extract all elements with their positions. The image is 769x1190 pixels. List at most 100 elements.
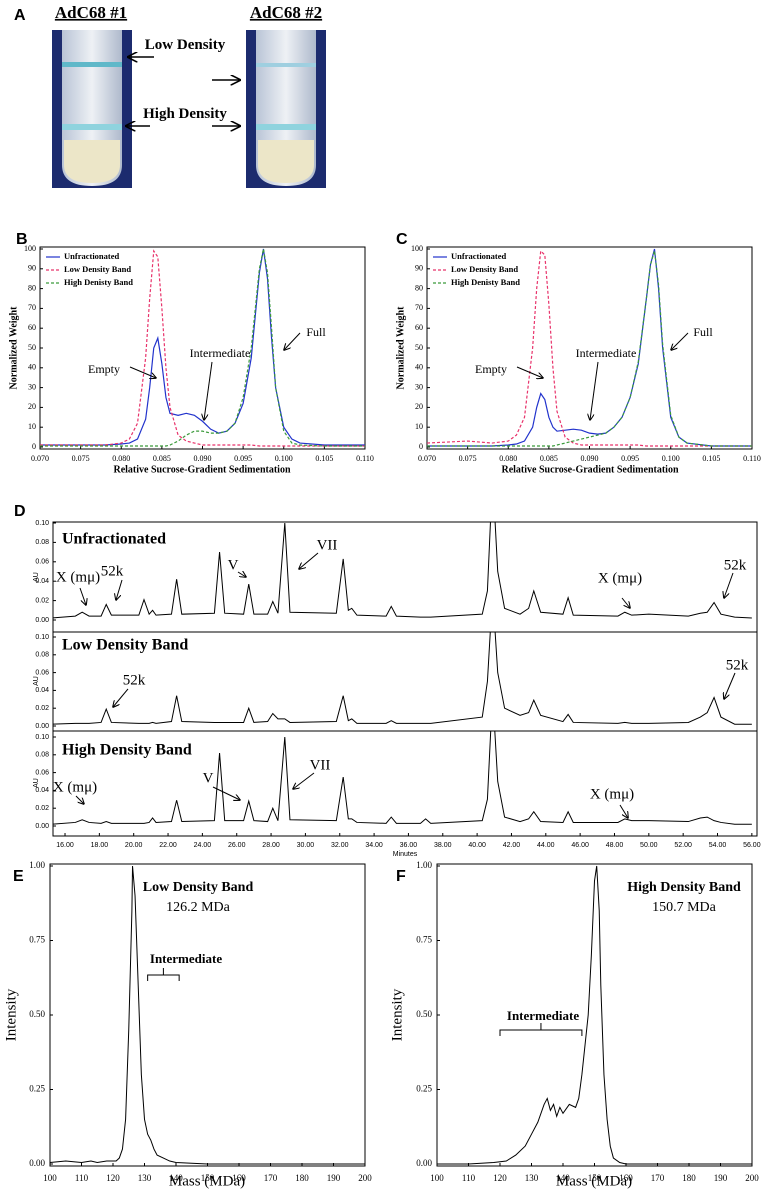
chart-title: High Density Band (62, 742, 192, 759)
y-axis-label: AU (33, 676, 40, 686)
band-label: High Density (143, 106, 227, 122)
annotation: Empty (475, 362, 507, 376)
y-tick-label: 10 (28, 422, 36, 431)
x-tick-label: 54.00 (709, 842, 727, 849)
y-tick-label: 100 (411, 244, 423, 253)
annotation: X (mμ) (56, 569, 100, 585)
y-tick-label: 0.50 (416, 1009, 432, 1019)
y-tick-label: 0.04 (35, 578, 49, 585)
x-tick-label: 100 (43, 1173, 57, 1183)
x-tick-label: 0.085 (153, 454, 171, 463)
legend-label: Low Density Band (451, 264, 518, 274)
x-tick-label: 46.00 (571, 842, 589, 849)
x-tick-label: 50.00 (640, 842, 658, 849)
x-tick-label: 22.00 (159, 842, 177, 849)
y-tick-label: 60 (415, 323, 423, 332)
data-line (40, 249, 365, 447)
annotation: Full (306, 325, 326, 339)
y-tick-label: 0.02 (35, 805, 49, 812)
y-axis-label: Intensity (389, 988, 405, 1041)
y-tick-label: 0.25 (416, 1084, 432, 1094)
y-tick-label: 0 (419, 442, 423, 451)
y-tick-label: 50 (28, 343, 36, 352)
y-tick-label: 0 (32, 442, 36, 451)
annotation: X (mμ) (53, 779, 97, 795)
x-tick-label: 0.070 (31, 454, 49, 463)
y-tick-label: 70 (415, 303, 423, 312)
annotation: Intermediate (576, 346, 637, 360)
x-tick-label: 42.00 (503, 842, 521, 849)
x-tick-label: 18.00 (91, 842, 109, 849)
x-tick-label: 0.095 (621, 454, 639, 463)
annotation: 52k (726, 657, 749, 673)
y-axis-label: Normalized Weight (8, 306, 19, 390)
legend-label: Unfractionated (451, 251, 507, 261)
x-tick-label: 0.110 (356, 454, 374, 463)
x-tick-label: 0.075 (72, 454, 90, 463)
panel-label: B (16, 231, 28, 248)
arrow (129, 366, 156, 378)
y-tick-label: 0.10 (35, 734, 49, 741)
x-tick-label: 24.00 (194, 842, 212, 849)
plot-frame (52, 730, 758, 837)
y-tick-label: 10 (415, 422, 423, 431)
band-label-text: Low Density (144, 37, 226, 53)
x-axis-label: Minutes (393, 851, 418, 858)
y-tick-label: 90 (415, 264, 423, 273)
y-tick-label: 30 (28, 382, 36, 391)
y-tick-label: 0.08 (35, 652, 49, 659)
x-tick-label: 30.00 (297, 842, 315, 849)
arrow (212, 786, 240, 800)
x-tick-label: 0.105 (702, 454, 720, 463)
data-line (437, 865, 752, 1165)
y-tick-label: 0.75 (416, 935, 432, 945)
data-line (53, 632, 752, 725)
y-tick-label: 20 (415, 402, 423, 411)
annotation: 52k (101, 563, 124, 579)
x-tick-label: 44.00 (537, 842, 555, 849)
x-tick-label: 26.00 (228, 842, 246, 849)
arrow (590, 361, 599, 420)
x-tick-label: 48.00 (606, 842, 624, 849)
x-tick-label: 200 (358, 1173, 372, 1183)
x-tick-label: 28.00 (262, 842, 280, 849)
band-label-text: High Density (143, 106, 227, 122)
legend-label: Unfractionated (64, 251, 120, 261)
x-tick-label: 160 (619, 1173, 633, 1183)
chart-title: High Density Band (627, 880, 741, 895)
y-tick-label: 40 (415, 363, 423, 372)
x-tick-label: 120 (106, 1173, 120, 1183)
arrow (293, 772, 315, 789)
x-tick-label: 36.00 (400, 842, 418, 849)
x-tick-label: 52.00 (674, 842, 692, 849)
tube-label: AdC68 #2 (250, 3, 322, 22)
x-tick-label: 190 (714, 1173, 728, 1183)
x-tick-label: 110 (75, 1173, 89, 1183)
x-tick-label: 32.00 (331, 842, 349, 849)
panel-label: D (14, 503, 26, 520)
y-tick-label: 0.10 (35, 520, 49, 527)
data-line (53, 731, 752, 825)
legend-label: High Denisty Band (451, 277, 520, 287)
x-tick-label: 200 (745, 1173, 759, 1183)
y-tick-label: 0.02 (35, 705, 49, 712)
y-tick-label: 0.06 (35, 669, 49, 676)
y-tick-label: 20 (28, 402, 36, 411)
y-tick-label: 0.04 (35, 687, 49, 694)
y-tick-label: 1.00 (416, 860, 432, 870)
x-tick-label: 130 (525, 1173, 539, 1183)
y-tick-label: 80 (415, 283, 423, 292)
bracket (499, 1023, 583, 1036)
data-line (40, 248, 365, 447)
y-tick-label: 0.25 (29, 1084, 45, 1094)
x-tick-label: 180 (682, 1173, 696, 1183)
annotation: V (228, 557, 239, 573)
y-axis-label: Normalized Weight (395, 306, 406, 390)
y-tick-label: 0.00 (35, 723, 49, 730)
y-axis-label: AU (33, 572, 40, 582)
arrow (724, 672, 736, 699)
x-tick-label: 170 (264, 1173, 278, 1183)
y-tick-label: 80 (28, 283, 36, 292)
